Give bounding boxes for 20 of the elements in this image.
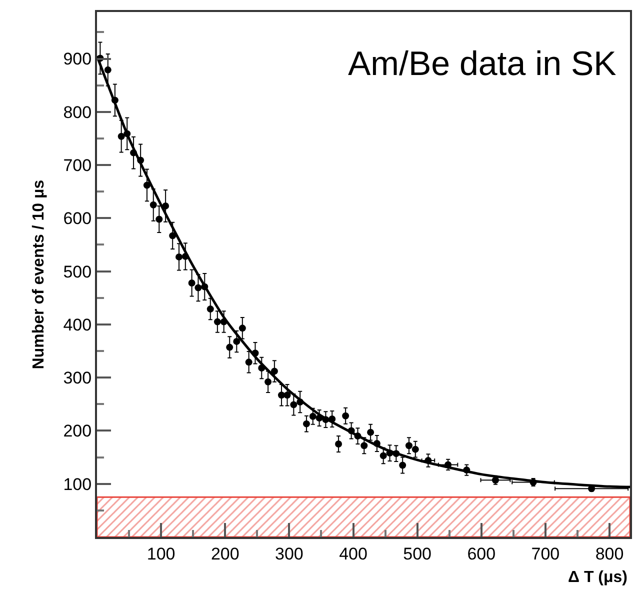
y-tick-label: 700 <box>63 156 92 175</box>
x-tick-label: 400 <box>339 544 368 564</box>
x-tick-label: 200 <box>210 544 240 564</box>
y-tick-label: 800 <box>63 102 92 122</box>
annotation: Am/Be data in SK <box>348 45 617 83</box>
y-tick-label: 200 <box>63 422 92 441</box>
x-tick-label: 700 <box>531 544 560 564</box>
y-tick-label: 100 <box>63 474 92 494</box>
x-tick-label: 500 <box>403 544 432 564</box>
x-tick-label: 800 <box>595 544 624 564</box>
x-axis-title: Δ T (μs) <box>568 569 628 586</box>
y-tick-label: 600 <box>63 209 92 228</box>
x-tick-label: 100 <box>146 544 176 564</box>
y-tick-label: 300 <box>63 368 92 388</box>
x-tick-label: 300 <box>275 544 304 564</box>
y-axis-title: Number of events / 10 μs <box>30 180 48 370</box>
x-tick-label: 600 <box>467 544 496 564</box>
y-tick-label: 500 <box>63 262 92 282</box>
y-tick-label: 900 <box>63 50 92 69</box>
y-tick-label: 400 <box>63 315 92 334</box>
